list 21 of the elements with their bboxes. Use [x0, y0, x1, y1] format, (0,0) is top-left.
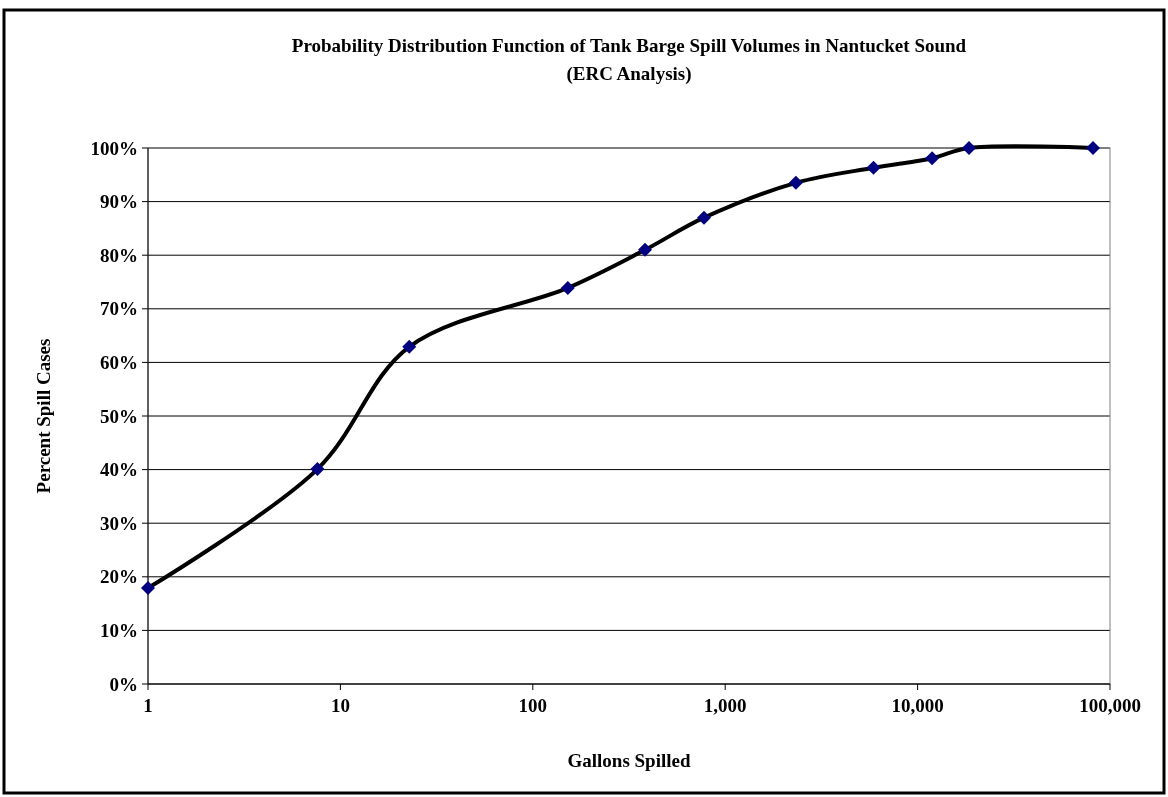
- y-tick-label: 90%: [100, 191, 138, 213]
- x-tick-label: 1,000: [703, 695, 747, 716]
- y-tick-label: 10%: [100, 620, 138, 642]
- y-tick-label: 100%: [90, 137, 138, 159]
- chart-title: Probability Distribution Function of Tank Barge Spill Volumes in Nantucket Sound: [291, 35, 967, 56]
- x-axis-title: Gallons Spilled: [567, 750, 691, 771]
- y-tick-label: 0%: [109, 673, 138, 695]
- y-tick-label: 50%: [100, 405, 138, 427]
- x-tick-label: 1: [143, 695, 153, 716]
- y-tick-label: 30%: [100, 512, 138, 534]
- y-axis-title: Percent Spill Cases: [33, 338, 54, 494]
- chart-subtitle: (ERC Analysis): [566, 63, 692, 85]
- y-tick-label: 80%: [100, 244, 138, 266]
- x-tick-label: 10,000: [891, 695, 944, 716]
- x-tick-label: 10: [330, 695, 350, 716]
- x-tick-label: 100,000: [1079, 695, 1141, 716]
- x-tick-label: 100: [518, 695, 548, 716]
- y-tick-label: 70%: [100, 298, 138, 320]
- y-tick-label: 40%: [100, 459, 138, 481]
- y-tick-label: 20%: [100, 566, 138, 588]
- y-tick-label: 60%: [100, 352, 138, 374]
